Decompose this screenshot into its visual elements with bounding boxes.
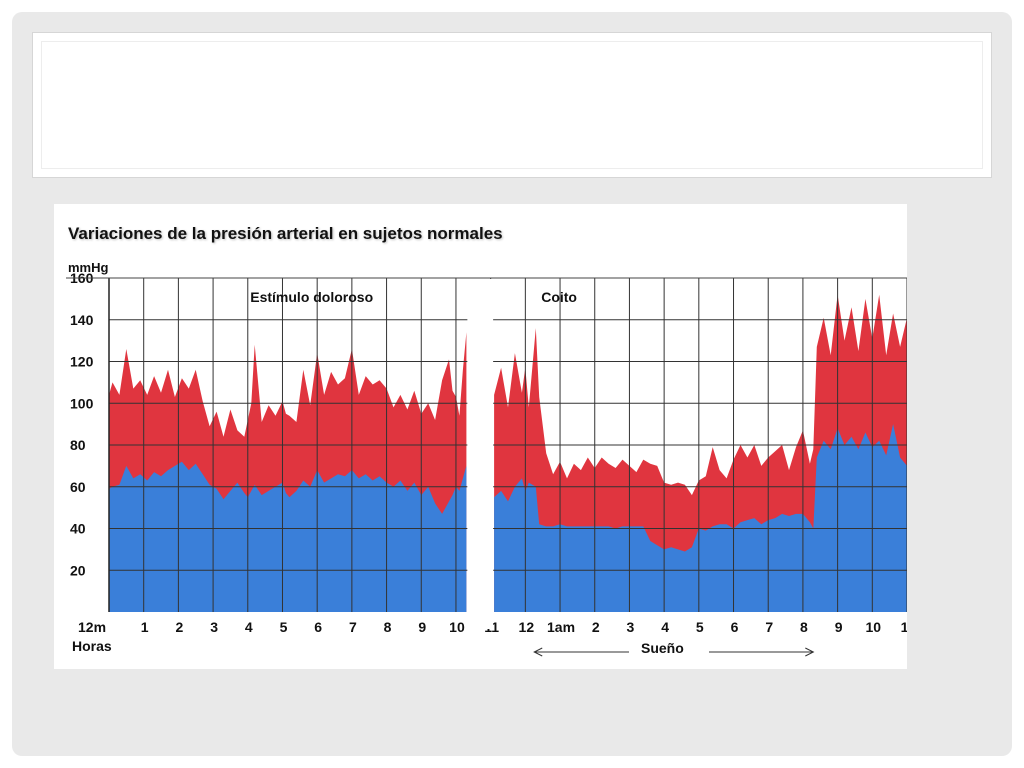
slide-title-placeholder — [32, 32, 992, 178]
x-tick-label: 7 — [349, 619, 357, 635]
x-tick-label: 2 — [175, 619, 183, 635]
chart-svg: 2040608010012014016012m1234567891011121a… — [66, 270, 907, 657]
x-tick-label: 2 — [592, 619, 600, 635]
y-tick-label: 60 — [70, 479, 86, 495]
x-axis-label: Horas — [72, 638, 112, 654]
annotation-coito: Coito — [541, 288, 577, 305]
y-tick-label: 140 — [70, 312, 94, 328]
y-tick-label: 120 — [70, 354, 94, 370]
x-tick-label: 6 — [731, 619, 739, 635]
y-tick-label: 40 — [70, 521, 86, 537]
x-tick-label: 1am — [547, 619, 575, 635]
x-tick-label: 8 — [384, 619, 392, 635]
y-tick-label: 80 — [70, 437, 86, 453]
chart-panel: 2040608010012014016012m1234567891011121a… — [54, 204, 907, 669]
x-tick-label: 5 — [696, 619, 704, 635]
chart-title: Variaciones de la presión arterial en su… — [68, 224, 503, 243]
sleep-arrowhead-right — [805, 647, 815, 657]
series-area-diastolic — [109, 424, 907, 612]
x-tick-label: 10 — [866, 619, 882, 635]
x-tick-label: 12m — [78, 619, 106, 635]
x-tick-label: 11 — [901, 619, 907, 635]
x-tick-label: 8 — [800, 619, 808, 635]
x-tick-label: 10 — [449, 619, 465, 635]
annotation-estimulo-doloroso: Estímulo doloroso — [250, 288, 374, 305]
y-tick-label: 20 — [70, 562, 86, 578]
x-tick-label: 4 — [245, 619, 253, 635]
x-tick-label: 1 — [141, 619, 149, 635]
x-tick-label: 9 — [835, 619, 843, 635]
annotation-sueno: Sueño — [641, 640, 684, 656]
x-tick-label: 3 — [627, 619, 635, 635]
y-tick-label: 100 — [70, 395, 94, 411]
sleep-arrowhead-left — [533, 647, 543, 657]
x-tick-label: 9 — [418, 619, 426, 635]
x-tick-label: 7 — [765, 619, 773, 635]
recording-gap — [467, 279, 494, 629]
x-tick-label: 12 — [519, 619, 535, 635]
x-tick-label: 6 — [314, 619, 322, 635]
slide-title-inner — [41, 41, 983, 169]
y-axis-label: mmHg — [68, 260, 109, 275]
x-tick-label: 5 — [280, 619, 288, 635]
x-tick-label: 4 — [661, 619, 669, 635]
x-tick-label: 3 — [210, 619, 218, 635]
